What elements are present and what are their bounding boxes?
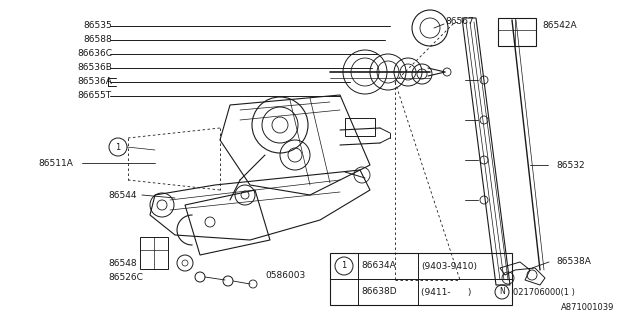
Text: 86526C: 86526C bbox=[108, 273, 143, 282]
Text: 1: 1 bbox=[341, 261, 347, 270]
Text: 86511A: 86511A bbox=[38, 158, 73, 167]
Bar bbox=[345, 118, 375, 136]
Text: 86542A: 86542A bbox=[542, 20, 577, 29]
Text: 86536A: 86536A bbox=[77, 77, 112, 86]
Text: (9411-      ): (9411- ) bbox=[421, 287, 472, 297]
Bar bbox=[498, 18, 536, 46]
Text: 86536B: 86536B bbox=[77, 63, 112, 73]
Text: 86538A: 86538A bbox=[556, 258, 591, 267]
Text: 86532: 86532 bbox=[556, 161, 584, 170]
Text: (9403-9410): (9403-9410) bbox=[421, 261, 477, 270]
Text: A871001039: A871001039 bbox=[561, 303, 614, 313]
Text: 86638D: 86638D bbox=[361, 287, 397, 297]
Text: 1: 1 bbox=[115, 142, 120, 151]
Text: 86544: 86544 bbox=[108, 190, 136, 199]
Text: 021706000(1 ): 021706000(1 ) bbox=[513, 287, 575, 297]
Text: 86588: 86588 bbox=[83, 36, 112, 44]
Text: 86567: 86567 bbox=[445, 18, 474, 27]
Text: 86548: 86548 bbox=[108, 259, 136, 268]
Bar bbox=[140, 237, 168, 269]
Bar bbox=[330, 253, 512, 305]
Text: 86636C: 86636C bbox=[77, 50, 112, 59]
Text: 86634A: 86634A bbox=[361, 261, 396, 270]
Text: 86655T: 86655T bbox=[78, 92, 112, 100]
Text: 0586003: 0586003 bbox=[265, 271, 305, 281]
Text: 86535: 86535 bbox=[83, 21, 112, 30]
Text: N: N bbox=[499, 287, 505, 297]
